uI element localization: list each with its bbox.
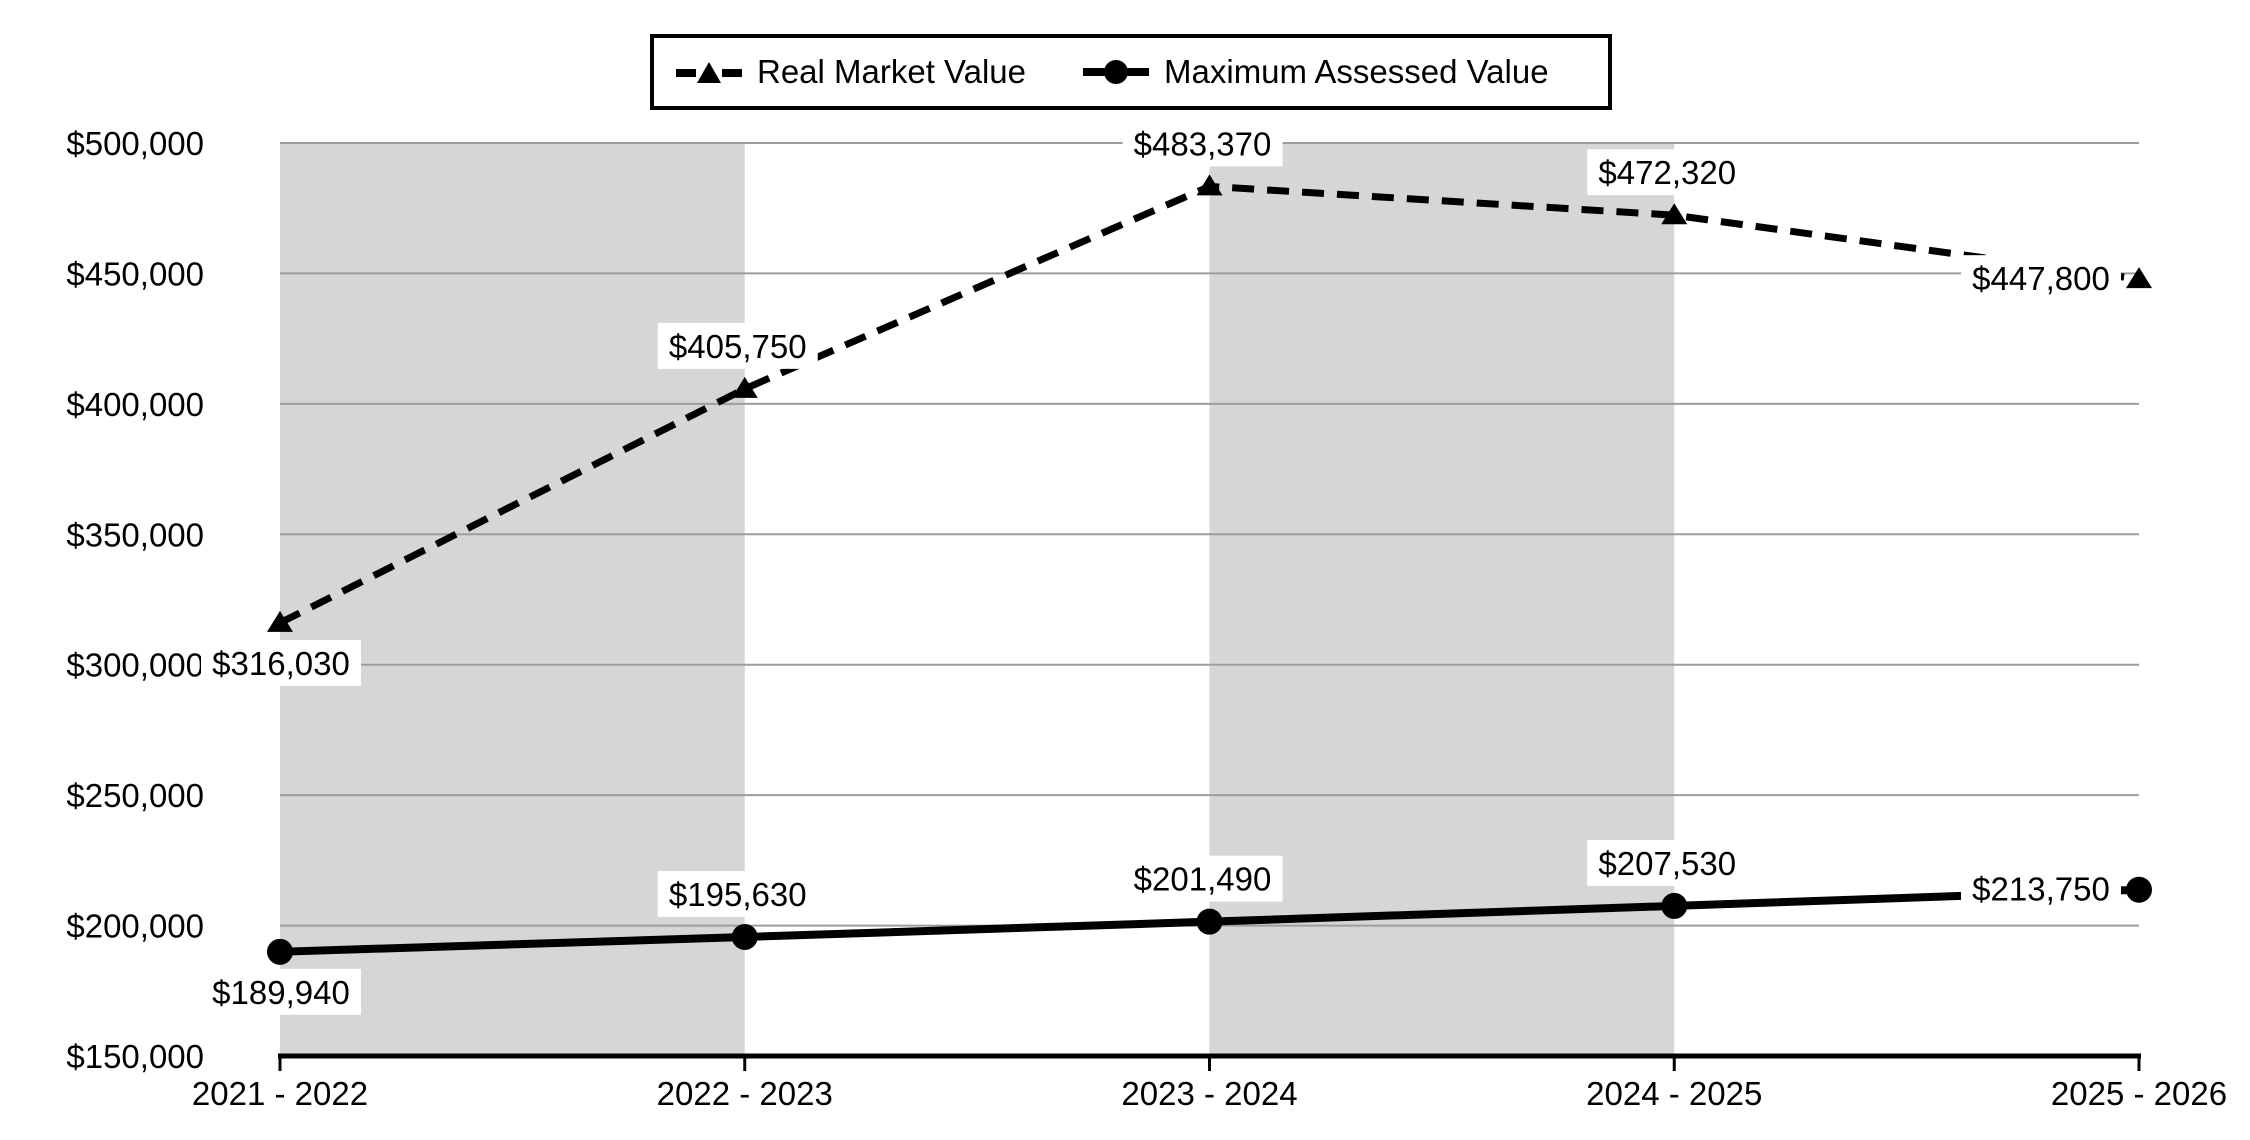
x-axis-tick-label: 2021 - 2022 [192, 1075, 368, 1112]
data-label-background [1961, 865, 2121, 912]
data-label-background [657, 870, 818, 917]
y-axis-tick-label: $250,000 [66, 777, 204, 814]
data-label: $483,370 [1134, 125, 1272, 162]
legend-item-maximum-assessed-value: Maximum Assessed Value [1083, 53, 1549, 91]
data-label: $316,030 [212, 645, 350, 682]
data-label-background [1122, 120, 1283, 167]
data-label-background [1961, 255, 2121, 302]
plot-band [280, 143, 745, 1056]
legend-label-maximum-assessed-value: Maximum Assessed Value [1164, 53, 1549, 90]
marker-triangle [1661, 203, 1688, 225]
legend: Real Market Value Maximum Assessed Value [650, 34, 1612, 110]
data-label-background [1587, 149, 1748, 196]
y-axis-tick-label: $500,000 [66, 125, 204, 162]
data-label-background [201, 968, 361, 1015]
legend-item-real-market-value: Real Market Value [676, 53, 1026, 91]
marker-circle [267, 938, 293, 965]
data-label: $189,940 [212, 974, 350, 1011]
plot-band [1209, 143, 1675, 1056]
x-axis-tick-label: 2023 - 2024 [1121, 1075, 1297, 1112]
marker-circle [1661, 892, 1688, 919]
marker-triangle [731, 376, 758, 398]
marker-triangle [1196, 174, 1223, 196]
data-label: $195,630 [669, 876, 807, 913]
data-label-background [201, 639, 361, 686]
marker-triangle [267, 610, 293, 632]
y-axis-tick-label: $300,000 [66, 647, 204, 684]
marker-circle [1196, 908, 1223, 935]
data-label-background [657, 322, 818, 369]
data-label-background [1587, 839, 1748, 886]
y-axis-tick-label: $150,000 [66, 1038, 204, 1075]
marker-circle [2126, 876, 2152, 903]
data-label: $447,800 [1972, 260, 2110, 297]
data-label-background [1122, 855, 1283, 902]
data-label: $201,490 [1134, 861, 1272, 898]
data-label: $472,320 [1598, 154, 1736, 191]
data-label: $207,530 [1598, 845, 1736, 882]
marker-circle [731, 923, 758, 950]
y-axis-tick-label: $350,000 [66, 516, 204, 553]
x-axis-tick-label: 2025 - 2026 [2051, 1075, 2227, 1112]
x-axis-tick-label: 2022 - 2023 [657, 1075, 833, 1112]
data-label: $405,750 [669, 328, 807, 365]
dashed-line-triangle-marker-icon [676, 62, 742, 83]
y-axis-tick-label: $450,000 [66, 255, 204, 292]
solid-line-circle-marker-icon [1083, 60, 1150, 84]
data-label: $213,750 [1972, 871, 2110, 908]
marker-triangle [2126, 267, 2152, 289]
y-axis-tick-label: $400,000 [66, 386, 204, 423]
x-axis-tick-label: 2024 - 2025 [1586, 1075, 1762, 1112]
legend-label-real-market-value: Real Market Value [757, 53, 1027, 90]
y-axis-tick-label: $200,000 [66, 908, 204, 945]
